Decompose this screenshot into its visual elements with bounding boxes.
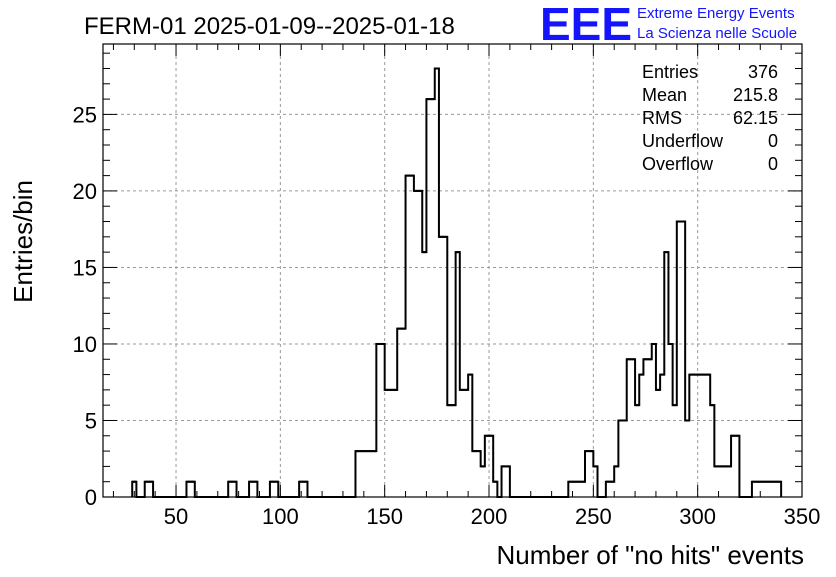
x-tick-label: 100 — [262, 504, 299, 529]
y-tick-label: 0 — [85, 485, 97, 510]
x-tick-label: 250 — [575, 504, 612, 529]
y-axis-label: Entries/bin — [8, 180, 38, 303]
y-tick-label: 25 — [73, 102, 97, 127]
eee-logo-mark: EEE — [540, 0, 632, 50]
y-tick-label: 15 — [73, 255, 97, 280]
stats-label: Underflow — [642, 131, 724, 151]
y-tick-label: 10 — [73, 332, 97, 357]
axes — [102, 43, 803, 498]
tick-labels: 50 100 150 200 250 300 350 0 5 10 15 20 25 — [73, 102, 821, 529]
x-tick-label: 350 — [784, 504, 821, 529]
histogram-bars — [131, 67, 783, 498]
stats-value: 62.15 — [733, 108, 778, 128]
stats-label: RMS — [642, 108, 682, 128]
stats-label: Entries — [642, 62, 698, 82]
grid — [103, 44, 802, 497]
logo-line-2: La Scienza nelle Scuole — [637, 25, 797, 42]
x-tick-label: 200 — [471, 504, 508, 529]
plot-frame — [102, 43, 803, 498]
y-tick-label: 5 — [85, 408, 97, 433]
stats-value: 0 — [768, 154, 778, 174]
stats-label: Overflow — [642, 154, 714, 174]
stats-value: 0 — [768, 131, 778, 151]
x-tick-label: 50 — [164, 504, 188, 529]
x-tick-label: 150 — [366, 504, 403, 529]
x-tick-label: 300 — [679, 504, 716, 529]
y-tick-label: 20 — [73, 179, 97, 204]
eee-logo: EEE Extreme Energy Events La Scienza nel… — [540, 0, 797, 50]
logo-line-1: Extreme Energy Events — [637, 5, 795, 22]
stats-value: 376 — [748, 62, 778, 82]
chart-title: FERM-01 2025-01-09--2025-01-18 — [84, 13, 455, 40]
stats-value: 215.8 — [733, 85, 778, 105]
stats-label: Mean — [642, 85, 687, 105]
histogram-outline — [131, 67, 783, 498]
x-axis-label: Number of "no hits" events — [497, 540, 805, 570]
stats-box: Entries 376 Mean 215.8 RMS 62.15 Underflow 0 Ove… — [642, 62, 778, 174]
